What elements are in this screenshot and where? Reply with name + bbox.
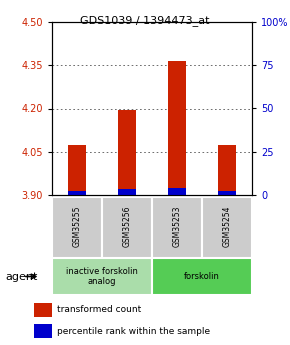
Text: GSM35255: GSM35255 [72, 206, 81, 247]
Text: GSM35254: GSM35254 [222, 206, 231, 247]
Bar [202, 197, 252, 258]
Text: percentile rank within the sample: percentile rank within the sample [57, 327, 210, 336]
Text: forskolin: forskolin [184, 272, 220, 281]
Bar [152, 258, 252, 295]
Bar [68, 191, 86, 195]
Bar [118, 110, 136, 195]
Text: GSM35253: GSM35253 [173, 206, 182, 247]
Bar [168, 61, 186, 195]
Text: GSM35256: GSM35256 [122, 206, 131, 247]
Text: transformed count: transformed count [57, 305, 141, 314]
Bar [102, 197, 152, 258]
Bar [118, 189, 136, 195]
Bar [52, 197, 102, 258]
Bar [68, 145, 86, 195]
Bar [218, 145, 236, 195]
Text: agent: agent [6, 272, 38, 282]
Bar [34, 324, 52, 338]
Bar [52, 258, 152, 295]
Bar [168, 188, 186, 195]
Bar [34, 303, 52, 317]
Bar [152, 197, 202, 258]
Text: inactive forskolin
analog: inactive forskolin analog [66, 267, 138, 286]
Text: GDS1039 / 1394473_at: GDS1039 / 1394473_at [80, 15, 210, 26]
Bar [218, 191, 236, 195]
